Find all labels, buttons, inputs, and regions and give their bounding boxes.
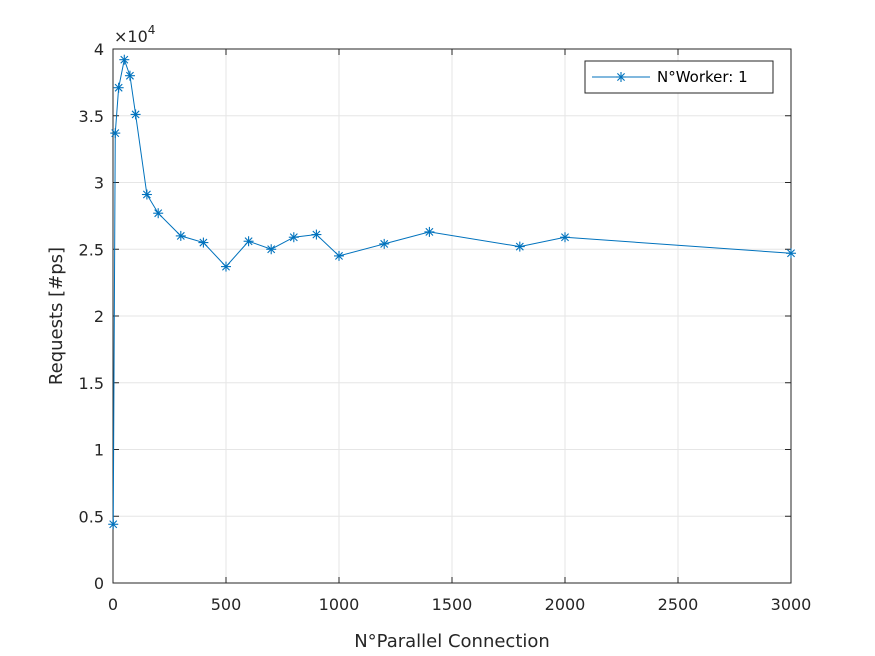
data-point-marker: [198, 237, 209, 248]
x-tick-label: 1500: [432, 595, 473, 614]
y-tick-label: 4: [94, 40, 104, 59]
data-point-marker: [130, 109, 141, 120]
x-axis-label: N°Parallel Connection: [354, 631, 550, 652]
x-tick-label: 2000: [545, 595, 586, 614]
data-point-marker: [113, 82, 124, 93]
data-point-marker: [221, 261, 231, 272]
y-tick-label: 1.5: [79, 374, 104, 393]
data-point-marker: [786, 248, 796, 259]
axis-ticks: [112, 48, 792, 584]
data-point-marker: [153, 208, 164, 219]
y-axis-label: Requests [#ps]: [46, 247, 67, 385]
grid-lines: [113, 49, 791, 583]
y-tick-label: 3: [94, 174, 104, 193]
data-point-marker: [266, 244, 277, 255]
y-tick-labels: 0 0.5 1 1.5 2 2.5 3 3.5 4: [79, 40, 104, 593]
x-tick-label: 0: [108, 595, 118, 614]
data-point-marker: [108, 519, 119, 530]
exponent-power: 4: [148, 23, 156, 37]
legend-label: N°Worker: 1: [657, 68, 748, 86]
y-tick-label: 0: [94, 574, 104, 593]
y-tick-label: 2: [94, 307, 104, 326]
y-axis-exponent: ×104: [114, 23, 155, 46]
y-tick-label: 2.5: [79, 240, 104, 259]
data-point-marker: [288, 232, 299, 243]
x-tick-label: 2500: [658, 595, 699, 614]
data-point-marker: [334, 250, 344, 261]
x-tick-label: 1000: [319, 595, 360, 614]
exponent-base: ×10: [114, 27, 148, 46]
data-point-marker: [514, 241, 525, 252]
data-point-marker: [110, 128, 121, 139]
data-point-marker: [616, 72, 626, 82]
legend: N°Worker: 1: [584, 60, 774, 94]
data-point-marker: [424, 226, 435, 237]
data-point-marker: [141, 189, 152, 200]
legend-marker: [616, 72, 626, 82]
data-point-marker: [124, 70, 135, 81]
y-tick-label: 0.5: [79, 507, 104, 526]
series-group: [108, 54, 796, 530]
x-tick-labels: 0 500 1000 1500 2000 2500 3000: [108, 595, 811, 614]
data-point-marker: [119, 54, 130, 65]
data-point-marker: [379, 238, 390, 249]
data-point-marker: [311, 229, 322, 240]
x-tick-label: 500: [211, 595, 242, 614]
data-point-marker: [175, 230, 186, 241]
y-tick-label: 3.5: [79, 107, 104, 126]
x-tick-label: 3000: [771, 595, 812, 614]
y-tick-label: 1: [94, 441, 104, 460]
data-point-marker: [243, 236, 254, 247]
data-point-marker: [560, 232, 570, 243]
